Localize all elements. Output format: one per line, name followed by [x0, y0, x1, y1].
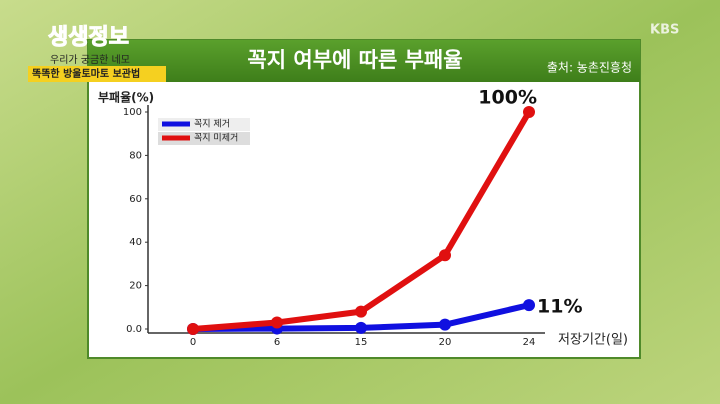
x-tick-label: 0: [190, 337, 196, 348]
corner-tag: [28, 66, 166, 82]
value-label: 100%: [478, 87, 537, 109]
y-axis-label: 부패율(%): [98, 91, 154, 105]
x-tick-label: 15: [355, 337, 368, 348]
point: [523, 106, 535, 118]
x-axis-label: 저장기간(일): [558, 333, 628, 348]
chart-title: 꼭지 여부에 따른 부패율: [247, 48, 462, 72]
y-tick-label: 20: [129, 281, 142, 292]
legend-box: [158, 118, 250, 131]
y-tick-label: 40: [129, 237, 142, 248]
x-tick-label: 24: [523, 337, 536, 348]
point: [355, 321, 367, 334]
y-tick-label: 0.0: [126, 324, 142, 335]
point: [439, 318, 451, 331]
channel-logo: KBS: [650, 23, 679, 38]
legend-box: [158, 132, 250, 145]
point: [523, 299, 535, 312]
legend-label: 꼭지 제거: [194, 119, 230, 130]
corner-line: 우리가 궁금한 네모: [50, 54, 130, 66]
y-tick-label: 80: [129, 150, 142, 161]
x-tick-label: 20: [439, 337, 452, 348]
y-tick-label: 60: [129, 194, 142, 205]
panel: [87, 39, 641, 359]
legend-label: 꼭지 미제거: [194, 133, 238, 144]
x-tick-label: 6: [274, 337, 280, 348]
value-label: 11%: [537, 296, 582, 318]
title-bar: [88, 40, 640, 82]
point: [271, 316, 283, 329]
point: [439, 249, 451, 262]
corner-line: 똑똑한 방울토마토 보관법: [32, 67, 140, 80]
y-tick-label: 100: [123, 107, 142, 118]
source: 출처: 농촌진흥청: [547, 61, 632, 75]
point: [355, 305, 367, 318]
program-logo: 생생정보: [48, 25, 129, 50]
point: [187, 323, 199, 335]
